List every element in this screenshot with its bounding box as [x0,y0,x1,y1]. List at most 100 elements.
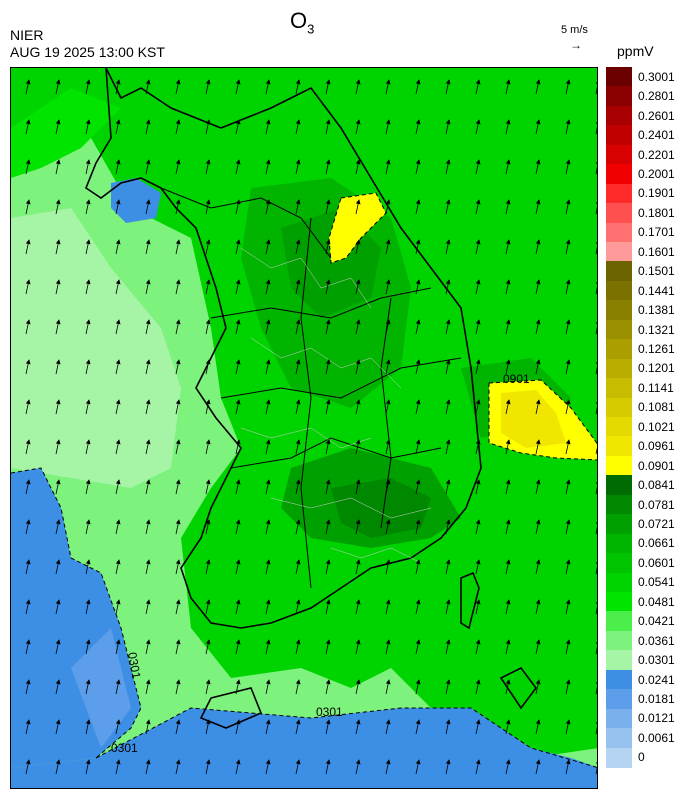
legend-color-swatch [606,397,632,418]
wind-vector-arrow [415,359,421,375]
wind-vector-arrow [415,519,421,535]
legend-label: 0.0901 [638,458,675,473]
wind-vector-arrow [565,759,571,775]
wind-vector-arrow [325,79,331,95]
wind-vector-arrow [595,119,597,135]
wind-vector-arrow [445,279,451,295]
wind-vector-arrow [25,519,31,535]
legend-label: 0.1141 [638,380,674,395]
wind-vector-arrow [25,719,31,735]
wind-vector-arrow [145,559,151,575]
wind-vector-arrow [505,359,511,375]
wind-vector-arrow [535,679,541,695]
wind-vector-arrow [25,639,31,655]
wind-vector-arrow [25,399,31,415]
wind-vector-arrow [265,639,271,655]
wind-vector-arrow [235,319,241,335]
wind-scale-label: 5 m/s [561,24,588,36]
wind-vector-arrow [205,359,211,375]
legend-label: 0.0781 [638,497,675,512]
wind-vector-arrow [235,279,241,295]
wind-vector-arrow [115,479,121,495]
legend-color-swatch [606,494,632,515]
wind-vector-arrow [295,159,301,175]
wind-vector-arrow [265,119,271,135]
wind-vector-arrow [85,319,91,335]
legend-label: 0.2801 [638,89,675,104]
wind-vectors [25,79,597,775]
wind-vector-arrow [475,79,481,95]
legend-label: 0.0121 [638,711,675,726]
wind-vector-arrow [445,399,451,415]
organization-label: NIER [10,27,44,43]
field-light-green-west [11,138,597,788]
wind-vector-arrow [145,319,151,335]
contour-label: 0901 [503,372,530,386]
wind-vector-arrow [505,639,511,655]
wind-scale-arrow-icon: → [570,38,582,52]
map-canvas: 0301 0301 0301 0901 [11,68,597,788]
wind-vector-arrow [325,759,331,775]
wind-vector-arrow [85,279,91,295]
wind-vector-arrow [565,159,571,175]
wind-vector-arrow [355,399,361,415]
wind-vector-arrow [265,599,271,615]
wind-vector-arrow [235,199,241,215]
wind-vector-arrow [235,119,241,135]
wind-vector-arrow [535,519,541,535]
wind-vector-arrow [595,599,597,615]
wind-vector-arrow [565,519,571,535]
wind-vector-arrow [475,479,481,495]
wind-vector-arrow [205,519,211,535]
wind-vector-arrow [265,319,271,335]
legend-color-swatch [606,417,632,437]
wind-vector-arrow [235,239,241,255]
wind-vector-arrow [385,439,391,455]
legend-label: 0.1381 [638,303,675,318]
wind-vector-arrow [115,79,121,95]
wind-vector-arrow [115,319,121,335]
wind-vector-arrow [505,279,511,295]
legend-color-swatch [606,300,632,321]
wind-vector-arrow [595,439,597,455]
wind-vector-arrow [265,479,271,495]
wind-vector-arrow [355,79,361,95]
legend-label: 0.0361 [638,633,675,648]
wind-vector-arrow [205,79,211,95]
wind-vector-arrow [445,159,451,175]
wind-vector-arrow [85,79,91,95]
legend-color-swatch [606,358,632,379]
wind-vector-arrow [595,199,597,215]
wind-vector-arrow [385,359,391,375]
legend-label: 0.1441 [638,283,675,298]
wind-vector-arrow [445,439,451,455]
wind-vector-arrow [115,159,121,175]
legend-label: 0.1801 [638,205,675,220]
wind-vector-arrow [175,439,181,455]
legend-color-swatch [606,319,632,340]
wind-vector-arrow [25,359,31,375]
legend-color-swatch [606,261,632,282]
wind-vector-arrow [385,479,391,495]
legend-label: 0.1321 [638,322,675,337]
wind-vector-arrow [325,159,331,175]
wind-vector-arrow [325,479,331,495]
wind-vector-arrow [445,239,451,255]
wind-vector-arrow [445,319,451,335]
wind-vector-arrow [505,319,511,335]
wind-vector-arrow [295,679,301,695]
wind-vector-arrow [55,759,61,775]
unit-label: ppmV [617,43,654,59]
legend-label: 0 [638,750,645,765]
legend-label: 0.1901 [638,186,675,201]
wind-vector-arrow [265,759,271,775]
legend-label: 0.0061 [638,730,675,745]
wind-vector-arrow [205,639,211,655]
wind-vector-arrow [175,759,181,775]
wind-vector-arrow [505,159,511,175]
wind-vector-arrow [415,79,421,95]
legend-color-swatch [606,689,632,710]
legend-label: 0.0181 [638,691,675,706]
wind-vector-arrow [505,599,511,615]
wind-vector-arrow [325,559,331,575]
